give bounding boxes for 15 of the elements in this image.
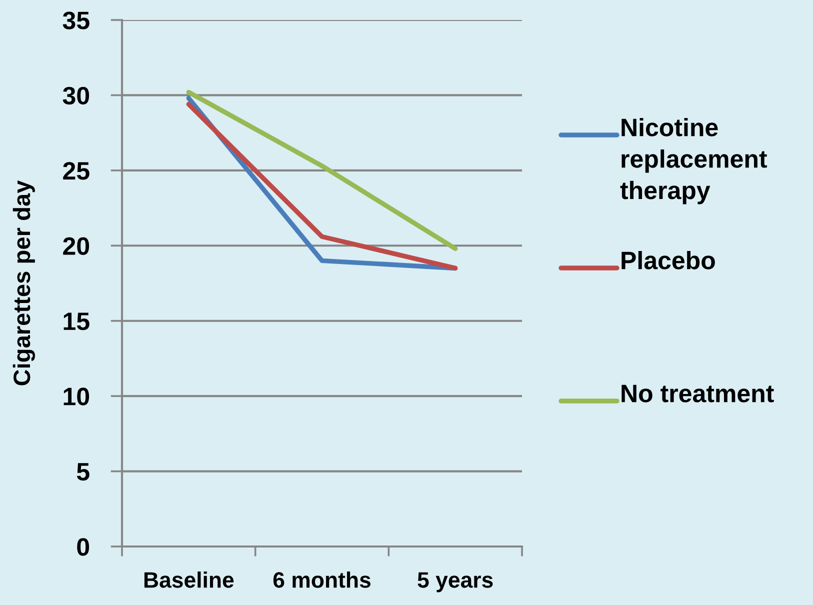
y-tick-label: 35 xyxy=(62,12,90,30)
x-tick-label: 5 years xyxy=(418,572,493,592)
y-tick-label: 0 xyxy=(77,538,90,556)
y-tick-label: 25 xyxy=(63,162,90,180)
y-tick-label: 30 xyxy=(62,86,90,105)
legend-label: No treatment xyxy=(622,384,774,402)
y-tick-label: 20 xyxy=(63,237,90,255)
legend-label: Placebo xyxy=(622,251,715,270)
y-axis-title: Cigarettes per day xyxy=(12,180,35,386)
y-tick-label: 10 xyxy=(64,388,90,406)
legend-label: Nicotine replacement therapy xyxy=(620,118,767,204)
y-tick-label: 15 xyxy=(64,312,90,330)
x-tick-label: Baseline xyxy=(144,572,234,588)
y-tick-label: 5 xyxy=(76,463,90,481)
x-tick-label: 6 months xyxy=(273,572,370,588)
